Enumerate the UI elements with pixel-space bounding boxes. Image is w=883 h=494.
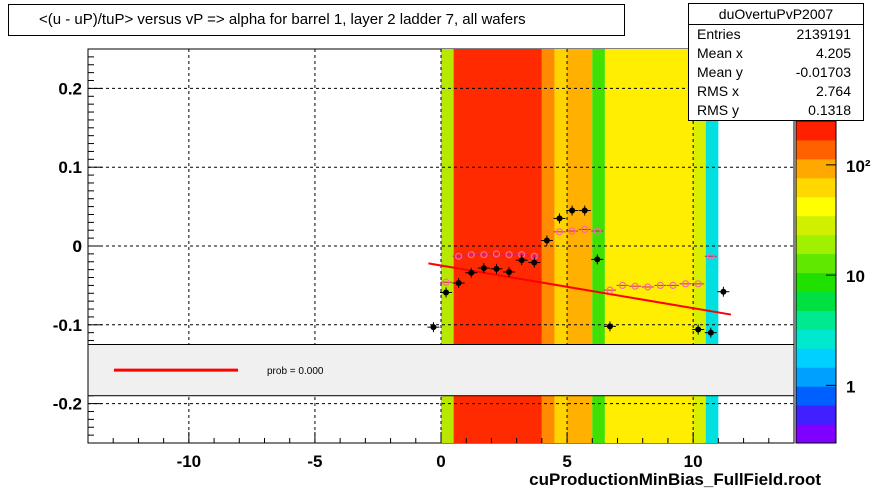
profile-marker bbox=[581, 225, 589, 234]
profile-point bbox=[480, 265, 487, 272]
color-palette: 1 10 10² bbox=[795, 120, 871, 444]
palette-band bbox=[796, 291, 836, 311]
profile-point bbox=[430, 324, 437, 331]
profile-point bbox=[594, 256, 601, 263]
profile-point bbox=[468, 269, 475, 276]
palette-band bbox=[796, 405, 836, 425]
profile-point bbox=[493, 265, 500, 272]
profile-marker bbox=[707, 252, 715, 260]
x-tick-label: -10 bbox=[177, 452, 202, 471]
profile-marker bbox=[505, 251, 513, 259]
profile-points bbox=[427, 205, 730, 338]
profile-marker bbox=[467, 251, 475, 259]
stats-label: Entries bbox=[697, 26, 741, 42]
profile-marker bbox=[442, 278, 450, 286]
profile-marker bbox=[480, 251, 488, 259]
profile-marker bbox=[618, 281, 627, 289]
profile-point bbox=[606, 323, 613, 330]
palette-band bbox=[796, 348, 836, 368]
profile-marker bbox=[492, 250, 501, 258]
stats-box: duOvertuPvP2007 Entries 2139191 Mean x 4… bbox=[688, 3, 864, 121]
y-tick-label: 0.1 bbox=[58, 158, 82, 177]
profile-marker bbox=[631, 282, 639, 290]
stats-value: 4.205 bbox=[815, 45, 851, 61]
stats-label: Mean x bbox=[697, 45, 743, 61]
palette-band bbox=[796, 196, 836, 217]
y-tick-label: 0 bbox=[73, 237, 82, 256]
legend-band: prob = 0.000 bbox=[87, 344, 795, 397]
profile-marker bbox=[644, 283, 652, 291]
profile-point bbox=[569, 207, 576, 214]
y-tick-label: -0.2 bbox=[53, 395, 82, 414]
chart-title: <(u - uP)/tuP> versus vP => alpha for ba… bbox=[8, 4, 625, 36]
y-tick-label: 0.2 bbox=[58, 79, 82, 98]
stats-row-mean-y: Mean y -0.01703 bbox=[689, 63, 863, 82]
profile-point bbox=[581, 207, 588, 214]
palette-band bbox=[796, 253, 836, 274]
profile-point bbox=[556, 215, 563, 222]
x-tick-label: 5 bbox=[562, 452, 571, 471]
stats-label: Mean y bbox=[697, 64, 743, 80]
profile-marker bbox=[455, 252, 463, 260]
grid-lines bbox=[88, 49, 794, 443]
y-tick-label: 0 bbox=[73, 237, 82, 256]
palette-band bbox=[796, 424, 836, 444]
stats-row-entries: Entries 2139191 bbox=[689, 25, 863, 44]
profile-point bbox=[518, 257, 525, 264]
x-tick-label: 0 bbox=[436, 452, 445, 471]
stats-value: 2139191 bbox=[796, 26, 851, 42]
palette-frame bbox=[795, 120, 837, 444]
stats-value: -0.01703 bbox=[795, 64, 851, 80]
profile-marker bbox=[656, 281, 664, 289]
profile-marker bbox=[681, 280, 690, 288]
palette-band bbox=[796, 177, 836, 198]
legend-fit-label: prob = 0.000 bbox=[267, 366, 324, 377]
palette-tick-label: 10² bbox=[846, 157, 871, 176]
profile-point bbox=[443, 289, 450, 296]
stats-value: 2.764 bbox=[815, 83, 851, 99]
palette-band bbox=[796, 121, 836, 141]
profile-marker bbox=[669, 281, 677, 289]
profile-point bbox=[695, 326, 702, 333]
y-tick-label: -0.1 bbox=[53, 316, 82, 335]
x-tick-label: -5 bbox=[307, 452, 322, 471]
profile-marker bbox=[568, 227, 576, 235]
axes: -10 -5 0 5 10-0.2-0.100.10.20 bbox=[53, 48, 770, 471]
profile-point bbox=[455, 280, 462, 287]
stats-label: RMS y bbox=[697, 102, 739, 118]
fit-segment bbox=[428, 262, 732, 316]
stats-row-rms-x: RMS x 2.764 bbox=[689, 82, 863, 101]
stats-row-mean-x: Mean x 4.205 bbox=[689, 44, 863, 63]
stats-value: 0.1318 bbox=[808, 102, 851, 118]
profile-point bbox=[707, 329, 714, 336]
profile-marker bbox=[593, 227, 601, 235]
palette-band bbox=[796, 272, 836, 292]
stats-label: RMS x bbox=[697, 83, 739, 99]
profile-marker bbox=[555, 228, 564, 236]
profile-point bbox=[531, 259, 538, 266]
palette-band bbox=[796, 139, 836, 160]
palette-band bbox=[796, 367, 836, 387]
profile-marker bbox=[606, 286, 614, 294]
palette-band bbox=[796, 386, 836, 406]
profile-point bbox=[720, 288, 727, 295]
stats-row-rms-y: RMS y 0.1318 bbox=[689, 101, 863, 120]
profile-point bbox=[506, 269, 513, 276]
palette-band bbox=[796, 310, 836, 330]
footer-filename: cuProductionMinBias_FullField.root bbox=[529, 470, 821, 489]
fit-line bbox=[428, 262, 732, 316]
palette-band bbox=[796, 329, 836, 349]
profile-point bbox=[543, 237, 550, 244]
x-tick-label: 10 bbox=[684, 452, 703, 471]
palette-band bbox=[796, 215, 836, 236]
palette-tick-label: 1 bbox=[846, 377, 855, 396]
palette-band bbox=[796, 158, 836, 179]
profile-marker bbox=[694, 280, 702, 288]
stats-name: duOvertuPvP2007 bbox=[689, 4, 863, 25]
palette-band bbox=[796, 234, 836, 255]
palette-tick-label: 10 bbox=[846, 267, 865, 286]
